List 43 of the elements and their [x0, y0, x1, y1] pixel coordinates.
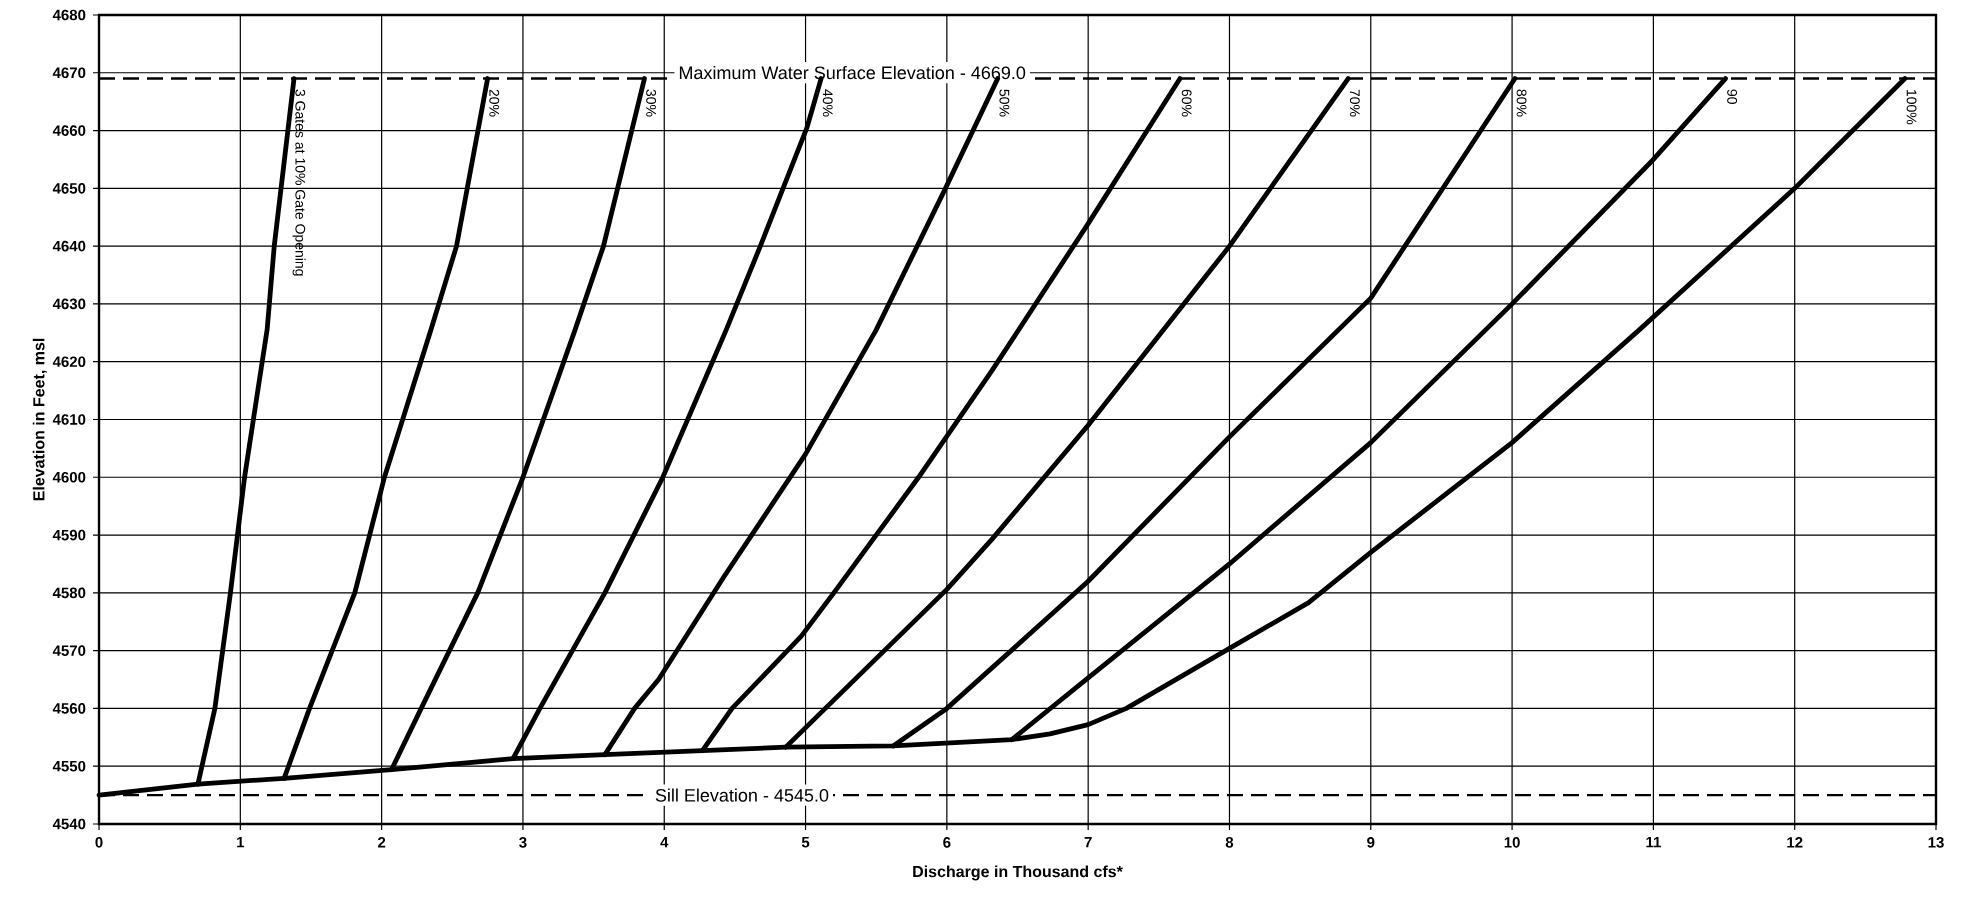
y-axis-title: Elevation in Feet, msl [32, 338, 47, 501]
text: 40% [822, 89, 833, 117]
text: 50% [999, 89, 1010, 117]
x-tick-label: 9 [1367, 837, 1375, 848]
text: 90 [1727, 89, 1738, 104]
text: 60% [1181, 89, 1192, 117]
y-tick-label: 4590 [52, 529, 86, 541]
y-tick-label: 4640 [52, 240, 86, 252]
y-tick-label: 4580 [52, 587, 86, 599]
x-tick-label: 6 [943, 837, 951, 848]
x-tick-label: 3 [519, 837, 527, 848]
x-tick-label: 0 [95, 837, 103, 848]
y-tick-label: 4610 [52, 414, 86, 425]
y-tick-label: 4560 [52, 703, 86, 714]
ref-line-label: Maximum Water Surface Elevation - 4669.0 [679, 65, 1026, 80]
x-axis-title: Discharge in Thousand cfs* [913, 865, 1123, 881]
x-tick-label: 8 [1225, 837, 1234, 848]
y-tick-label: 4680 [52, 9, 86, 21]
y-tick-label: 4650 [52, 183, 86, 194]
x-tick-label: 7 [1084, 837, 1092, 848]
text: 3 Gates at 10% Gate Opening [292, 89, 306, 276]
x-tick-label: 13 [1928, 837, 1944, 848]
y-tick-label: 4570 [52, 645, 86, 656]
x-tick-label: 4 [660, 837, 669, 848]
text: 20% [489, 89, 500, 117]
x-tick-label: 5 [801, 837, 810, 848]
text: 70% [1349, 89, 1360, 117]
y-tick-label: 4630 [52, 298, 86, 310]
y-tick-label: 4670 [52, 67, 86, 79]
x-tick-label: 2 [377, 837, 386, 848]
text: 100% [1906, 90, 1917, 125]
y-tick-label: 4660 [52, 125, 86, 136]
x-tick-label: 12 [1787, 837, 1803, 848]
x-tick-label: 1 [237, 837, 245, 848]
y-tick-label: 4540 [52, 818, 86, 830]
x-tick-label: 11 [1646, 837, 1661, 848]
y-tick-label: 4600 [52, 471, 86, 483]
y-tick-label: 4550 [52, 760, 86, 772]
y-tick-label: 4620 [52, 356, 86, 368]
ref-line-label: Sill Elevation - 4545.0 [655, 788, 829, 802]
text: 80% [1516, 89, 1527, 117]
x-tick-label: 10 [1504, 837, 1520, 848]
text: 30% [646, 89, 657, 117]
